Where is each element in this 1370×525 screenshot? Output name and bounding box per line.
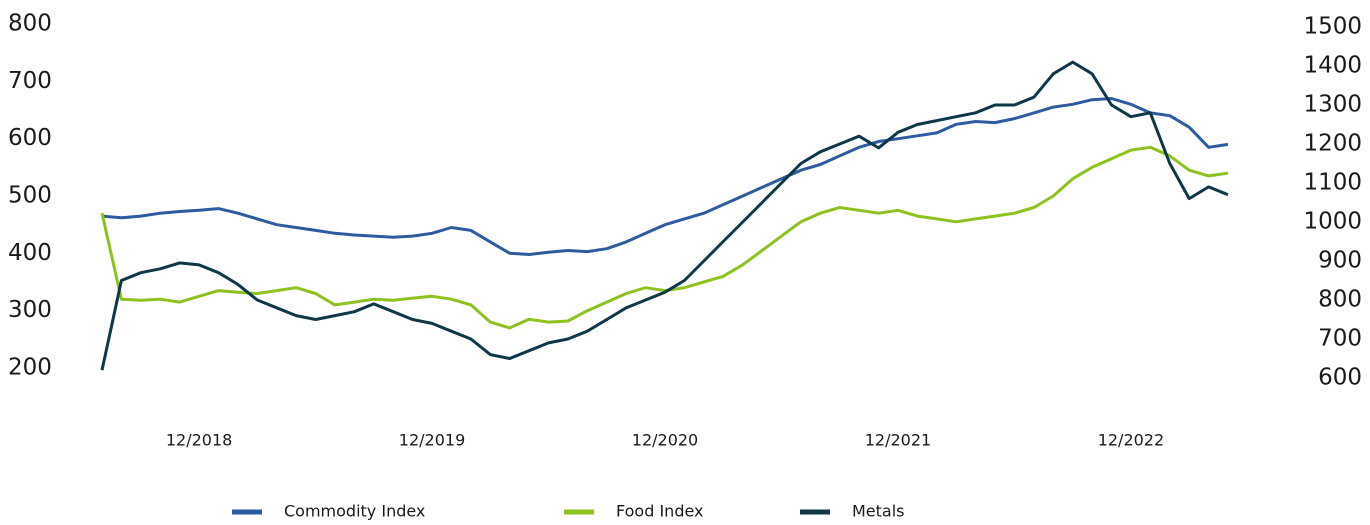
y-tick-label: 700 (8, 68, 52, 94)
series-line (100, 60, 1229, 371)
y2-tick-label: 1500 (1303, 14, 1362, 40)
y2-tick-label: 1100 (1303, 170, 1362, 196)
legend-label: Commodity Index (284, 502, 425, 521)
legend-label: Metals (852, 502, 905, 521)
y2-tick-label: 1200 (1303, 131, 1362, 157)
series-line (101, 97, 1229, 256)
y-tick-label: 600 (8, 125, 52, 151)
x-tick-label: 12/2019 (399, 431, 465, 450)
y-tick-label: 400 (8, 240, 52, 266)
y2-tick-label: 1400 (1303, 53, 1362, 79)
y-tick-label: 500 (8, 183, 52, 209)
x-tick-label: 12/2020 (632, 431, 698, 450)
y2-tick-label: 700 (1318, 326, 1362, 352)
x-tick-label: 12/2022 (1098, 431, 1164, 450)
y2-tick-label: 800 (1318, 287, 1362, 313)
y2-tick-label: 600 (1318, 365, 1362, 391)
y-tick-label: 200 (8, 355, 52, 381)
y2-tick-label: 900 (1318, 248, 1362, 274)
x-tick-label: 12/2021 (865, 431, 931, 450)
legend-label: Food Index (616, 502, 704, 521)
y-tick-label: 300 (8, 297, 52, 323)
y-tick-label: 800 (8, 11, 52, 37)
y2-tick-label: 1300 (1303, 92, 1362, 118)
series-line (100, 145, 1229, 330)
x-tick-label: 12/2018 (166, 431, 232, 450)
y2-tick-label: 1000 (1303, 209, 1362, 235)
